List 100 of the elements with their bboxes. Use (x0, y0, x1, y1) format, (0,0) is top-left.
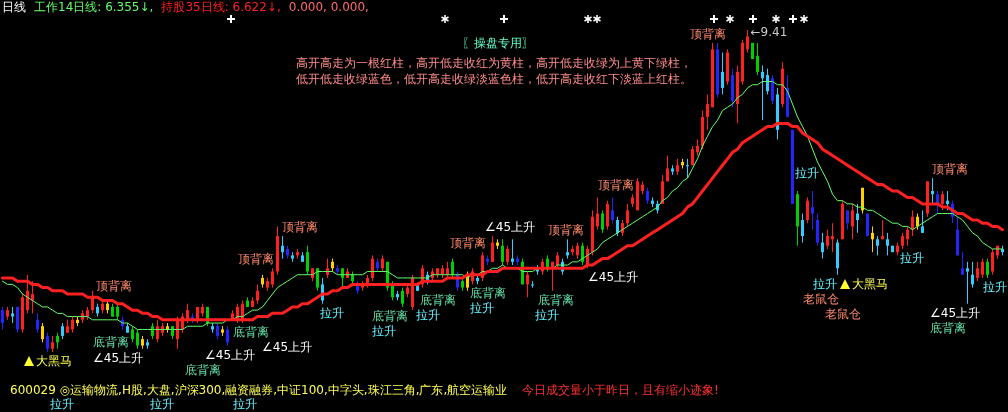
candlestick (886, 232, 889, 256)
candlestick (686, 158, 689, 179)
text: : 6.622↓, (224, 0, 281, 14)
candlestick (1, 306, 4, 330)
candlestick (46, 332, 49, 352)
annotation: 老鼠仓 (803, 291, 839, 306)
candlestick (596, 196, 599, 231)
annotation: ∠45上升 (93, 350, 144, 365)
candlestick (401, 287, 404, 308)
annotation: 底背离 (420, 292, 456, 307)
candlestick (771, 74, 774, 105)
text: 600029 ◎运输物流,H股,大盘,沪深300,融资融券,中证100,中字头,珠江三角,广东,航空运输业 (10, 383, 508, 397)
candlestick (851, 203, 854, 240)
candlestick (706, 93, 709, 131)
annotation: 底背离 (470, 286, 506, 301)
candlestick (226, 325, 229, 347)
candlestick (761, 64, 764, 121)
annotation: 拉升 (416, 307, 440, 322)
candlestick (666, 155, 669, 182)
annotation: ∠45上升 (588, 270, 639, 285)
candlestick (946, 190, 949, 211)
annotation: 顶背离 (238, 252, 274, 267)
candlestick (156, 319, 159, 343)
candlestick (756, 42, 759, 76)
candlestick (566, 238, 569, 260)
candlestick (256, 283, 259, 305)
text: 拉升 (50, 397, 74, 411)
text: 〖操盘专用〗 (462, 36, 534, 50)
candlestick (826, 229, 829, 250)
candlestick (921, 209, 924, 234)
candlestick (806, 196, 809, 224)
candlestick (501, 238, 504, 266)
candlestick (16, 306, 19, 334)
annotation: 拉升 (813, 276, 837, 291)
annotation: 顶背离 (598, 178, 634, 193)
candlestick (371, 254, 374, 282)
text: 持股35日线 (161, 0, 225, 14)
candlestick (581, 242, 584, 266)
annotation: ←9.41 (750, 25, 788, 39)
candlestick (26, 274, 29, 314)
annotation: 底背离 (233, 325, 269, 340)
candlestick (931, 177, 934, 205)
annotation: 顶背离 (690, 26, 726, 41)
annotation: 拉升 (535, 307, 559, 322)
annotation: 拉升 (470, 301, 494, 316)
candlestick (511, 238, 514, 266)
candlestick (871, 225, 874, 253)
text: 今日成交量小于昨日，且有缩小迹象! (522, 383, 719, 397)
text: 底背离 (185, 362, 221, 377)
annotation: 底背离 (93, 334, 129, 349)
candlestick (36, 312, 39, 334)
candlestick (801, 213, 804, 244)
candlestick (816, 213, 819, 247)
text: 0.000, 0.000, (288, 0, 369, 14)
candlestick (766, 68, 769, 95)
annotation: ∠45上升 (262, 340, 313, 355)
candlestick (991, 248, 994, 276)
annotation: 底背离 (372, 308, 408, 323)
candlestick (506, 245, 509, 266)
candlestick (976, 261, 979, 282)
candlestick (531, 280, 534, 289)
annotation: 底背离 (538, 292, 574, 307)
annotation: ∠45上升 (485, 220, 536, 235)
candlestick (941, 190, 944, 211)
annotation: 底背离 (930, 320, 966, 335)
text: 拉升 (150, 397, 174, 411)
text: 拉升 (233, 397, 257, 411)
candlestick (626, 203, 629, 227)
annotation: 高开高走为一根红柱，高开低走收红为黄柱，高开低走收绿为上黄下绿柱， (296, 56, 692, 70)
annotation: 顶背离 (932, 162, 968, 177)
candlestick (966, 261, 969, 305)
candlestick (876, 235, 879, 256)
annotation: 拉升 (372, 323, 396, 338)
candlestick (41, 322, 44, 343)
candlestick (306, 245, 309, 276)
chart-title: 日线 (2, 0, 26, 14)
annotation: 拉升 (983, 279, 1007, 294)
text: : 6.355↓, (97, 0, 154, 14)
annotation: 低开低走收绿蓝色，低开高走收绿淡蓝色柱，低开高走收红下淡蓝上红柱。 (296, 72, 692, 86)
candlestick (341, 267, 344, 289)
candlestick (746, 30, 749, 54)
candlestick (326, 258, 329, 279)
candlestick (281, 235, 284, 260)
candlestick (611, 196, 614, 224)
annotation: 老鼠仓 (825, 306, 861, 321)
candlestick (491, 235, 494, 263)
candlestick (616, 216, 619, 237)
candlestick (971, 261, 974, 289)
annotation: 顶背离 (282, 220, 318, 235)
candlestick (136, 328, 139, 350)
candlestick (846, 209, 849, 231)
text: 大黑马 (36, 354, 72, 368)
candlestick (451, 258, 454, 279)
candlestick (831, 222, 834, 253)
annotation: 拉升 (320, 305, 344, 320)
candlestick (961, 251, 964, 276)
annotation: 拉升 (900, 250, 924, 265)
candlestick (821, 232, 824, 260)
annotation: 大黑马 (852, 276, 888, 291)
candlestick (811, 190, 814, 231)
